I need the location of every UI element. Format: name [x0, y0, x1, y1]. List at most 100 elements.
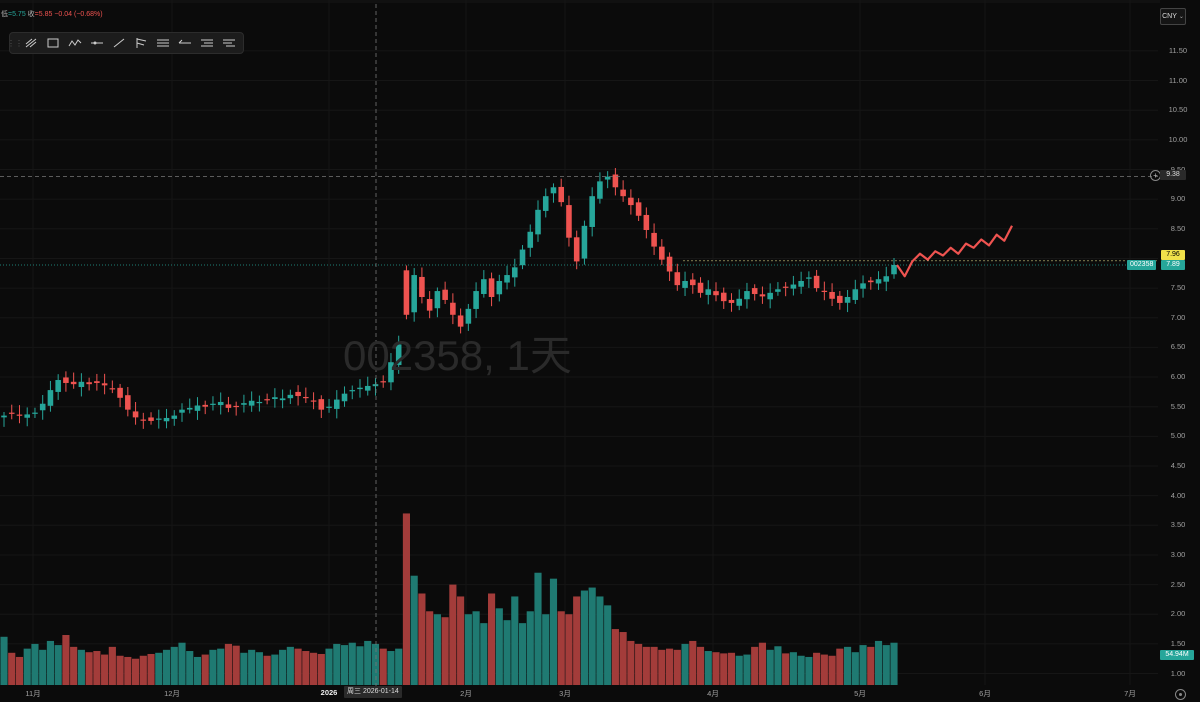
candle-body [767, 292, 773, 300]
long-position-icon[interactable] [196, 33, 218, 53]
candle-body [101, 383, 108, 386]
candle-body [891, 264, 897, 275]
volume-bar [54, 645, 62, 685]
candle-body [573, 237, 580, 262]
candle-body [527, 231, 534, 248]
volume-bar [712, 652, 720, 685]
volume-bar [441, 617, 449, 685]
volume-bar [457, 596, 465, 685]
candle-body [117, 387, 123, 398]
candle-body [132, 411, 139, 418]
crosshair-price-tag: 9.38 [1160, 170, 1186, 180]
candle-body [318, 399, 325, 410]
candle-body [202, 404, 209, 407]
volume-bar [15, 656, 24, 685]
volume-bar [596, 596, 604, 685]
candle-body [628, 197, 634, 206]
chevron-down-icon: ⌄ [1178, 14, 1184, 20]
volume-bar [155, 652, 163, 685]
y-tick-label: 11.00 [1168, 75, 1188, 85]
drag-handle-icon[interactable]: ⋮⋮ [7, 38, 23, 48]
volume-bar [650, 646, 658, 685]
candle-body [465, 308, 472, 324]
currency-selector[interactable]: CNY ⌄ [1160, 8, 1186, 25]
candle-body [434, 291, 441, 309]
volume-bar [480, 623, 488, 685]
volume-bar [627, 640, 635, 685]
candle-body [875, 279, 882, 284]
volume-bar [549, 578, 558, 685]
candle-body [566, 205, 572, 238]
candle-body [248, 400, 255, 406]
volume-bar [108, 646, 116, 685]
trend-line-icon[interactable] [108, 33, 130, 53]
pitchfork-icon[interactable] [130, 33, 152, 53]
candle-body [558, 186, 565, 203]
volume-bar [209, 649, 217, 685]
candle-body [813, 275, 820, 289]
volume-bar [495, 608, 503, 685]
y-tick-label: 9.00 [1170, 194, 1186, 204]
reference-lines [0, 4, 1158, 686]
volume-bar [836, 648, 844, 685]
candle-body [295, 391, 301, 397]
candle-body [125, 395, 131, 410]
volume-bar [588, 587, 596, 685]
candle-body [589, 196, 595, 227]
volume-bar [487, 593, 496, 685]
horizontal-ray-icon[interactable] [86, 33, 108, 53]
candle-body [303, 396, 309, 399]
y-tick-label: 10.00 [1168, 134, 1188, 144]
draw-line-icon[interactable] [20, 33, 42, 53]
x-tick-label: 6月 [979, 689, 991, 698]
candle-body [736, 298, 743, 306]
volume-bar [867, 646, 875, 685]
candle-body [426, 299, 433, 311]
volume-bar [704, 651, 712, 685]
y-tick-label: 7.00 [1170, 312, 1186, 322]
candle-body [326, 406, 332, 408]
gear-icon[interactable] [1175, 689, 1186, 700]
candle-body [620, 189, 626, 197]
x-tick-label: 2026 [320, 688, 338, 697]
volume-bar [186, 651, 194, 685]
volume-bar [696, 646, 705, 685]
arrow-left-icon[interactable] [174, 33, 196, 53]
volume-bar [526, 611, 534, 685]
volume-bar [317, 653, 325, 685]
rectangle-icon[interactable] [42, 33, 64, 53]
candle-body [496, 280, 503, 295]
parallel-channel-icon[interactable] [152, 33, 174, 53]
short-position-icon[interactable] [218, 33, 240, 53]
volume-bar [720, 653, 728, 685]
volume-bar [472, 611, 480, 685]
currency-label: CNY [1162, 13, 1177, 20]
volume-bar [565, 614, 573, 685]
candle-body [55, 380, 61, 392]
candle-body [473, 291, 479, 309]
y-tick-label: 5.50 [1170, 401, 1186, 411]
path-icon[interactable] [64, 33, 86, 53]
candle-body [47, 390, 54, 406]
crosshair-date-tag: 周三 2026-01-14 [344, 686, 402, 698]
candle-body [457, 315, 464, 327]
candle-body [867, 280, 874, 283]
candle-body [155, 418, 162, 420]
volume-bar [418, 593, 426, 685]
volume-bar [294, 648, 302, 685]
volume-bar [619, 632, 627, 685]
candle-body [651, 232, 657, 247]
volume-bar [395, 648, 403, 685]
volume-bar [882, 645, 890, 685]
candle-body [511, 267, 518, 278]
candle-body [643, 214, 650, 230]
volume-bar [604, 605, 612, 685]
candle-body [442, 289, 448, 300]
volume-bar [356, 646, 364, 685]
candle-body [287, 394, 294, 399]
grid-lines [0, 50, 1158, 675]
x-tick-label: 11月 [25, 689, 41, 698]
volume-bar [201, 654, 209, 685]
y-tick-label: 1.50 [1170, 638, 1186, 648]
